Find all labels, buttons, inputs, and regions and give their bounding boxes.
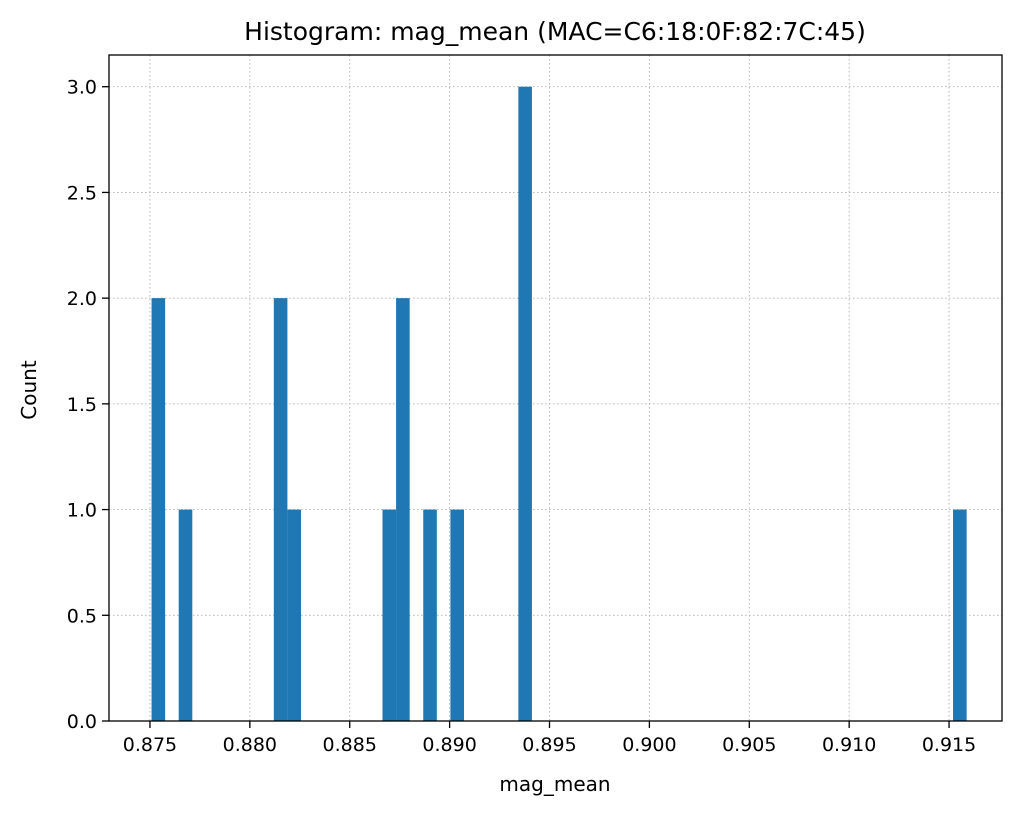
y-tick-label: 0.5 (67, 605, 97, 627)
axis-ticks: 0.875 0.880 0.885 0.890 0.895 0.900 0.905 0.910… (67, 77, 976, 756)
histogram-bar (450, 509, 465, 721)
histogram-bar (273, 298, 288, 721)
x-tick-label: 0.910 (822, 734, 876, 756)
x-tick-label: 0.915 (922, 734, 976, 756)
x-tick-label: 0.880 (223, 734, 277, 756)
x-tick-label: 0.895 (522, 734, 576, 756)
y-tick-label: 1.5 (67, 394, 97, 416)
histogram-bar (396, 298, 410, 721)
x-axis-label: mag_mean (499, 772, 610, 796)
y-tick-label: 0.0 (67, 711, 97, 733)
histogram-bar (423, 509, 437, 721)
histogram-bar (518, 86, 532, 721)
histogram-bar (382, 509, 397, 721)
y-tick-label: 2.0 (67, 288, 97, 310)
x-tick-label: 0.890 (422, 734, 476, 756)
y-tick-label: 1.0 (67, 500, 97, 522)
y-axis-label: Count (17, 360, 41, 420)
histogram-bar (953, 509, 967, 721)
x-tick-label: 0.885 (323, 734, 377, 756)
x-tick-label: 0.900 (622, 734, 676, 756)
y-tick-label: 3.0 (67, 77, 97, 99)
histogram-bar (178, 509, 193, 721)
x-tick-label: 0.875 (123, 734, 177, 756)
chart-title: Histogram: mag_mean (MAC=C6:18:0F:82:7C:… (244, 17, 866, 46)
x-tick-label: 0.905 (722, 734, 776, 756)
histogram-bar (287, 509, 301, 721)
histogram-bar (151, 298, 166, 721)
y-tick-label: 2.5 (67, 182, 97, 204)
axes-frame (108, 54, 1003, 722)
histogram-bars (151, 86, 967, 721)
